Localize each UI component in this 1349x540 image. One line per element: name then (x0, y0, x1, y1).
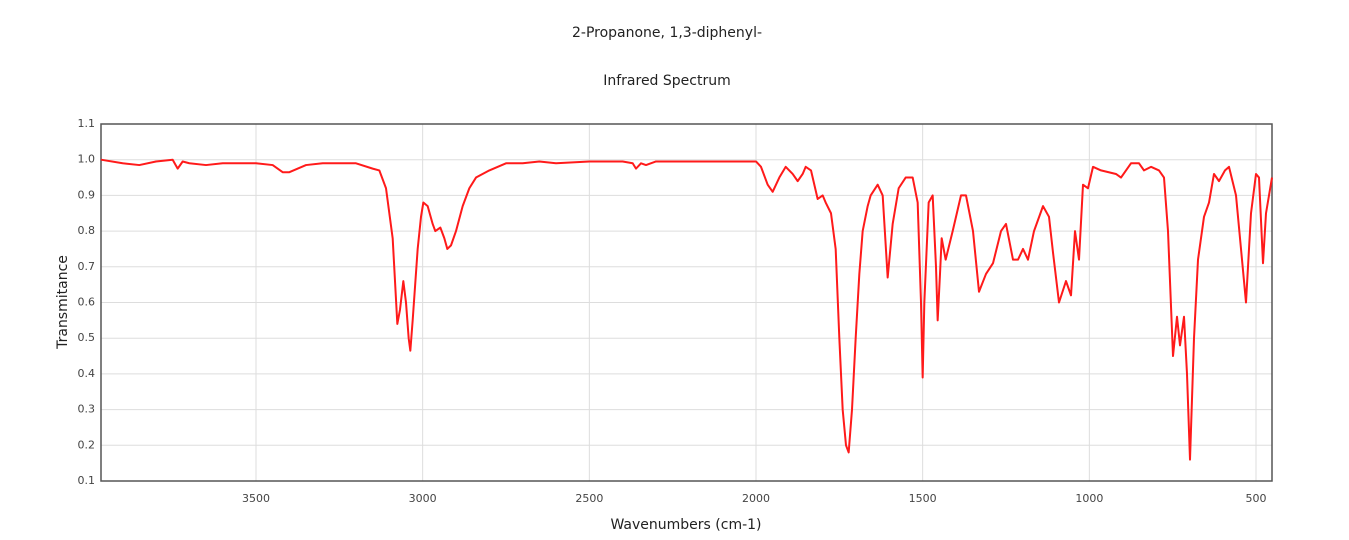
x-tick-label: 500 (1246, 492, 1267, 505)
y-tick-label: 0.7 (78, 260, 96, 273)
y-tick-label: 0.8 (78, 224, 96, 237)
y-tick-label: 0.5 (78, 331, 96, 344)
x-tick-label: 1000 (1075, 492, 1103, 505)
y-tick-label: 0.9 (78, 188, 96, 201)
x-tick-label: 3500 (242, 492, 270, 505)
y-tick-label: 0.6 (78, 296, 96, 309)
x-tick-label: 3000 (409, 492, 437, 505)
y-tick-label: 1.0 (78, 153, 96, 166)
y-tick-label: 0.3 (78, 403, 96, 416)
spectrum-line (100, 158, 1273, 461)
x-tick-label: 2500 (575, 492, 603, 505)
chart-subtitle: Infrared Spectrum (603, 73, 731, 89)
y-tick-label: 1.1 (78, 117, 96, 130)
x-tick-label: 2000 (742, 492, 770, 505)
y-tick-label: 0.2 (78, 438, 96, 451)
x-tick-label: 1500 (909, 492, 937, 505)
y-tick-label: 0.1 (78, 474, 96, 487)
y-axis-title: Transmitance (55, 255, 71, 350)
x-axis-title: Wavenumbers (cm-1) (610, 517, 761, 533)
plot-frame (100, 123, 1273, 482)
chart-title: 2-Propanone, 1,3-diphenyl- (572, 25, 762, 41)
y-tick-label: 0.4 (78, 367, 96, 380)
